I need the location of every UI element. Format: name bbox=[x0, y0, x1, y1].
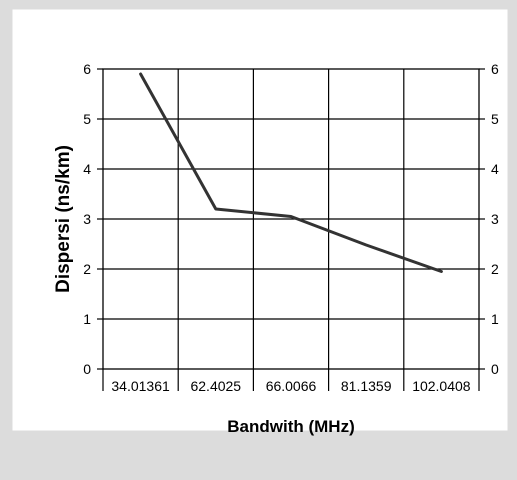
y-tick-label-right: 0 bbox=[491, 361, 499, 377]
y-tick-label-left: 4 bbox=[83, 161, 91, 177]
y-axis-left: 0 1 2 3 4 5 6 bbox=[83, 61, 103, 377]
x-tick-label: 66.0066 bbox=[266, 378, 317, 394]
y-tick-label-right: 2 bbox=[491, 261, 499, 277]
x-tick-label: 34.01361 bbox=[111, 378, 170, 394]
series-group bbox=[139, 72, 443, 273]
y-tick-label-left: 0 bbox=[83, 361, 91, 377]
x-tick-label: 102.0408 bbox=[412, 378, 471, 394]
y-axis-right: 0 1 2 3 4 5 6 bbox=[479, 61, 499, 377]
y-tick-label-right: 5 bbox=[491, 111, 499, 127]
y-tick-label-left: 3 bbox=[83, 211, 91, 227]
x-tick-label: 81.1359 bbox=[341, 378, 392, 394]
series-line bbox=[139, 72, 443, 273]
y-tick-label-left: 2 bbox=[83, 261, 91, 277]
y-axis-label: Dispersi (ns/km) bbox=[53, 145, 74, 293]
x-axis: 34.01361 62.4025 66.0066 81.1359 102.0408 bbox=[102, 369, 480, 394]
y-tick-label-left: 5 bbox=[83, 111, 91, 127]
x-tick-label: 62.4025 bbox=[190, 378, 241, 394]
y-tick-label-left: 6 bbox=[83, 61, 91, 77]
y-tick-label-right: 6 bbox=[491, 61, 499, 77]
y-tick-label-left: 1 bbox=[83, 311, 91, 327]
y-tick-label-right: 4 bbox=[491, 161, 499, 177]
x-axis-label: Bandwith (MHz) bbox=[227, 417, 354, 436]
y-tick-label-right: 1 bbox=[491, 311, 499, 327]
y-tick-label-right: 3 bbox=[491, 211, 499, 227]
